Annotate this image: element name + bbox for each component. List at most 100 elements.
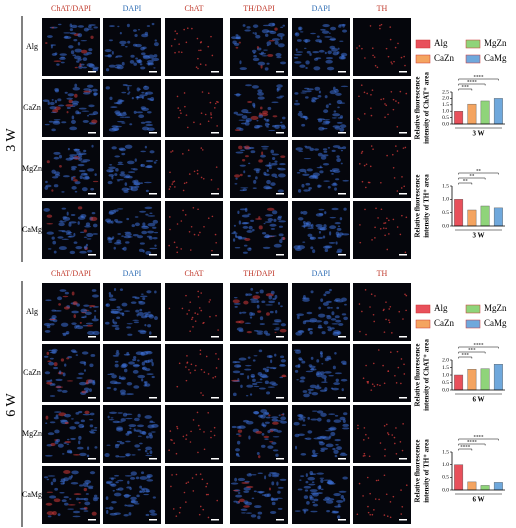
tissue-signal [77, 206, 83, 210]
micrograph-bg [353, 79, 411, 137]
tissue-signal [112, 489, 115, 492]
micrograph [103, 201, 161, 259]
tissue-signal [59, 164, 62, 168]
tissue-signal [396, 125, 399, 128]
row-label: CaZn [23, 103, 41, 112]
tissue-signal [207, 411, 210, 414]
tissue-signal [140, 121, 146, 124]
tissue-signal [115, 481, 119, 484]
significance-bracket [458, 438, 499, 441]
tissue-signal [254, 124, 261, 129]
tissue-signal [130, 476, 136, 480]
significance-label: **** [474, 76, 485, 81]
micrograph [292, 344, 350, 402]
tissue-signal [339, 115, 344, 119]
tissue-signal [191, 477, 194, 479]
tissue-signal [322, 120, 331, 124]
tissue-signal [266, 366, 270, 369]
tissue-signal [141, 96, 144, 99]
tissue-signal [71, 470, 79, 475]
tissue-signal [133, 29, 137, 32]
tissue-signal [104, 452, 110, 458]
tissue-signal [333, 299, 339, 302]
tissue-signal [376, 66, 379, 69]
micrograph [292, 283, 350, 341]
tissue-signal [235, 46, 239, 49]
tissue-signal [43, 322, 52, 326]
tissue-signal [195, 364, 197, 367]
tissue-signal [278, 414, 281, 417]
tissue-signal [301, 225, 308, 228]
tissue-signal [151, 375, 155, 379]
tissue-signal [48, 318, 57, 321]
tissue-signal [134, 444, 140, 448]
tissue-signal [181, 307, 184, 310]
tissue-signal [130, 301, 137, 304]
tissue-signal [179, 506, 182, 509]
tissue-signal [83, 369, 87, 372]
y-tick-label: 2.0 [442, 357, 449, 363]
tissue-signal [199, 123, 202, 125]
tissue-signal [369, 513, 372, 516]
tissue-signal [104, 321, 110, 325]
scale-bar [338, 71, 346, 73]
tissue-signal [242, 225, 249, 229]
micrograph-bg [42, 201, 100, 259]
tissue-signal [129, 59, 135, 64]
tissue-signal [302, 390, 308, 393]
tissue-signal [67, 236, 72, 238]
tissue-signal [395, 100, 397, 102]
tissue-signal [372, 362, 375, 365]
tissue-signal [366, 476, 369, 479]
column-header: DAPI [123, 4, 142, 13]
tissue-signal [251, 312, 256, 316]
tissue-signal [119, 40, 127, 45]
tissue-signal [51, 53, 57, 56]
tissue-signal [262, 148, 268, 150]
tissue-signal [57, 236, 64, 239]
tissue-signal [107, 373, 113, 375]
tissue-signal [270, 149, 275, 154]
tissue-signal [301, 123, 306, 127]
tissue-signal [340, 360, 347, 364]
tissue-signal [374, 498, 377, 500]
tissue-signal [275, 327, 280, 329]
tissue-signal [383, 382, 386, 385]
tissue-signal [124, 231, 131, 234]
tissue-signal [154, 290, 157, 294]
tissue-signal [304, 90, 312, 93]
tissue-signal [252, 359, 256, 362]
tissue-signal [267, 106, 272, 111]
tissue-signal [197, 424, 200, 427]
y-axis-label: intensity of TH⁺ area [423, 174, 431, 238]
tissue-signal [244, 207, 248, 212]
tissue-signal [137, 374, 146, 379]
tissue-signal [142, 222, 146, 226]
tissue-signal [213, 434, 216, 437]
tissue-signal [217, 101, 219, 103]
tissue-signal [383, 331, 386, 333]
tissue-signal [358, 303, 361, 305]
tissue-signal [128, 512, 132, 516]
tissue-signal [187, 481, 190, 483]
tissue-signal [108, 292, 112, 295]
tissue-signal [194, 320, 197, 322]
tissue-signal [174, 51, 176, 54]
tissue-signal [184, 214, 187, 216]
scale-bar [338, 132, 346, 134]
tissue-signal [87, 379, 95, 384]
tissue-signal [59, 492, 65, 494]
tissue-signal [114, 363, 119, 368]
micrograph [165, 405, 223, 463]
tissue-signal [337, 106, 340, 109]
tissue-signal [131, 96, 134, 100]
micrograph [353, 201, 411, 259]
tissue-signal [248, 225, 253, 230]
tissue-signal [180, 112, 182, 114]
tissue-signal [340, 85, 349, 88]
tissue-signal [74, 325, 78, 329]
tissue-signal [294, 32, 300, 37]
tissue-signal [367, 505, 369, 508]
tissue-signal [49, 421, 56, 424]
tissue-signal [268, 129, 276, 132]
